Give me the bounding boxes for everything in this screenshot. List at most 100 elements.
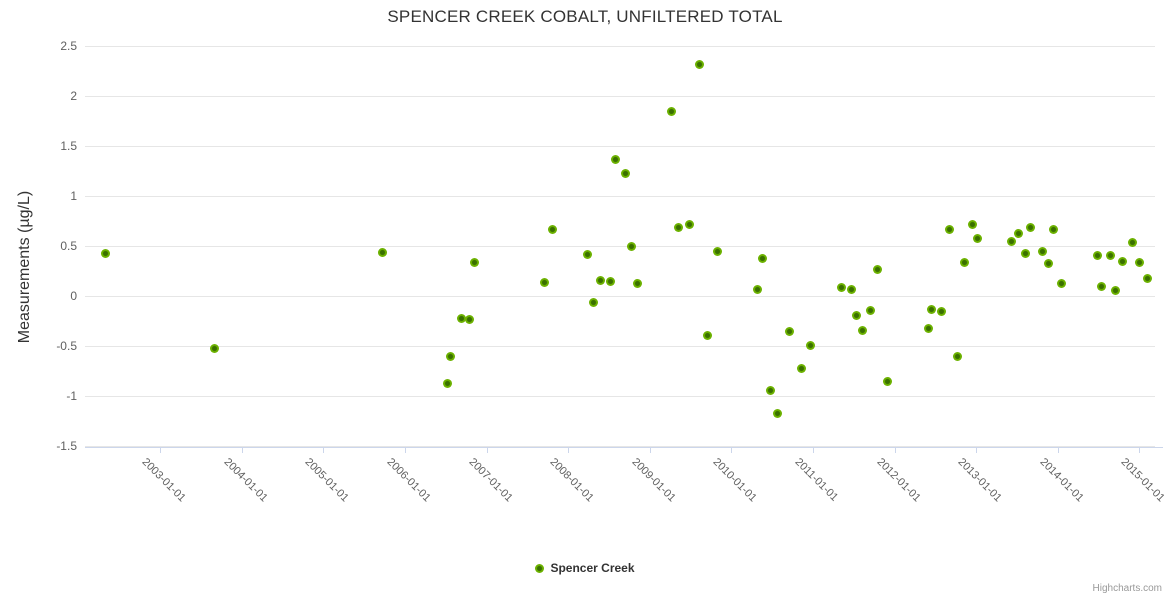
data-point[interactable] [1097,281,1107,291]
data-point[interactable] [851,310,861,320]
data-point[interactable] [837,282,847,292]
y-grid-line [85,396,1155,397]
data-point[interactable] [596,275,606,285]
data-point[interactable] [540,277,549,287]
y-grid-line [85,46,1155,47]
x-tick-mark [404,447,406,453]
x-tick-mark [976,447,978,453]
x-tick-mark [1139,447,1141,453]
data-point[interactable] [806,340,816,350]
data-point[interactable] [784,326,794,336]
x-tick-label: 2012-01-01 [874,456,923,505]
data-point[interactable] [456,313,466,323]
x-tick-mark [323,447,325,453]
y-tick-label: 1.5 [60,139,77,153]
legend-label: Spencer Creek [550,561,635,575]
x-tick-mark [731,447,733,453]
data-point[interactable] [858,325,868,335]
data-point[interactable] [1014,228,1024,238]
data-point[interactable] [1006,236,1016,246]
data-point[interactable] [442,378,452,388]
data-point[interactable] [772,408,782,418]
x-tick-label: 2009-01-01 [629,456,678,505]
data-point[interactable] [926,304,936,314]
data-point[interactable] [1043,258,1053,268]
data-point[interactable] [1056,278,1066,288]
data-point[interactable] [936,306,946,316]
x-tick-label: 2004-01-01 [221,456,270,505]
data-point[interactable] [606,276,616,286]
data-point[interactable] [1026,222,1036,232]
data-point[interactable] [713,246,723,256]
data-point[interactable] [873,264,882,274]
data-point[interactable] [588,297,598,307]
data-point[interactable] [611,154,620,164]
data-point[interactable] [959,257,969,267]
data-point[interactable] [583,249,593,259]
data-point[interactable] [1134,257,1144,267]
data-point[interactable] [757,253,767,263]
y-tick-label: -1.5 [56,439,77,453]
x-tick-label: 2006-01-01 [384,456,433,505]
data-point[interactable] [377,247,387,257]
y-grid-line [85,346,1155,347]
data-point[interactable] [469,257,479,267]
data-point[interactable] [923,323,933,333]
x-tick-label: 2013-01-01 [955,456,1005,505]
data-point[interactable] [673,222,683,232]
x-tick-mark [813,447,815,453]
x-axis-line [85,447,1163,448]
data-point[interactable] [633,278,643,288]
x-tick-label: 2011-01-01 [792,456,841,504]
x-tick-mark [1057,447,1059,453]
data-point[interactable] [548,224,558,234]
data-point[interactable] [695,59,705,69]
x-tick-mark [894,447,896,453]
y-tick-label: 2.5 [60,39,77,53]
data-point[interactable] [685,219,695,229]
y-grid-line [85,146,1155,147]
x-tick-label: 2014-01-01 [1037,456,1086,505]
x-tick-mark [241,447,243,453]
data-point[interactable] [1037,246,1047,256]
data-point[interactable] [1143,273,1153,283]
y-tick-label: -0.5 [56,339,77,353]
data-point[interactable] [620,168,630,178]
data-point[interactable] [100,248,110,258]
highcharts-credit-link[interactable]: Highcharts.com [1092,583,1162,594]
data-point[interactable] [1093,250,1103,260]
data-point[interactable] [446,351,456,361]
chart-title: SPENCER CREEK COBALT, UNFILTERED TOTAL [387,7,783,26]
data-point[interactable] [944,224,954,234]
x-tick-label: 2005-01-01 [302,456,352,505]
data-point[interactable] [703,330,713,340]
data-point[interactable] [464,314,474,324]
data-point[interactable] [753,284,763,294]
data-point[interactable] [797,363,807,373]
data-point[interactable] [952,351,962,361]
data-point[interactable] [967,219,977,229]
data-point[interactable] [626,241,636,251]
y-tick-label: 2 [70,89,77,103]
data-point[interactable] [766,385,776,395]
y-grid-line [85,196,1155,197]
data-point[interactable] [1111,285,1121,295]
data-point[interactable] [1020,248,1030,258]
x-tick-label: 2003-01-01 [139,456,188,505]
data-point[interactable] [882,376,892,386]
y-grid-line [85,446,1155,447]
data-point[interactable] [973,233,983,243]
data-point[interactable] [210,343,220,353]
data-point[interactable] [846,284,856,294]
data-point[interactable] [1117,256,1127,266]
data-point[interactable] [865,305,875,315]
data-point[interactable] [1128,237,1138,247]
data-point[interactable] [667,106,677,116]
x-tick-label: 2015-01-01 [1118,456,1168,505]
x-tick-mark [486,447,488,453]
legend-item-spencer-creek[interactable]: Spencer Creek [0,561,1170,575]
data-point[interactable] [1049,224,1059,234]
x-tick-label: 2007-01-01 [466,456,515,505]
y-grid-line [85,96,1155,97]
data-point[interactable] [1105,250,1115,260]
